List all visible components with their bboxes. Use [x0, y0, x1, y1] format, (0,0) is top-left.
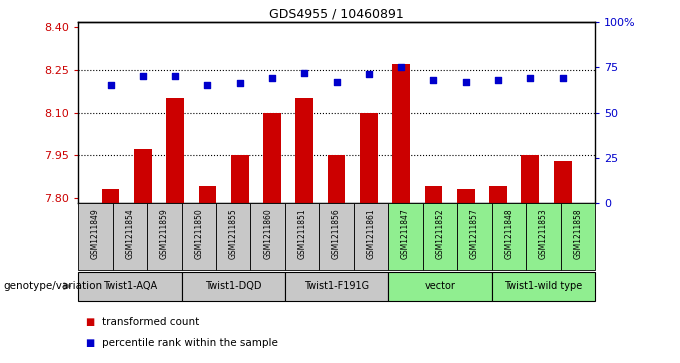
Text: Twist1-DQD: Twist1-DQD — [205, 281, 262, 291]
Point — [525, 75, 536, 81]
Point — [492, 77, 503, 83]
Bar — [263, 113, 281, 203]
Bar — [199, 186, 216, 203]
Point — [331, 79, 342, 85]
Bar — [457, 203, 492, 270]
Bar — [492, 272, 595, 301]
Text: GSM1211859: GSM1211859 — [160, 208, 169, 259]
Bar — [182, 203, 216, 270]
Point — [235, 81, 245, 86]
Point — [557, 75, 568, 81]
Text: GSM1211851: GSM1211851 — [298, 208, 307, 258]
Bar — [522, 155, 539, 203]
Point — [299, 70, 310, 76]
Text: vector: vector — [424, 281, 456, 291]
Text: genotype/variation: genotype/variation — [3, 281, 103, 291]
Text: GSM1211856: GSM1211856 — [332, 208, 341, 259]
Text: GSM1211852: GSM1211852 — [435, 208, 445, 258]
Bar — [102, 189, 120, 203]
Bar — [320, 203, 354, 270]
Point — [105, 82, 116, 88]
Bar — [167, 98, 184, 203]
Point — [363, 72, 374, 77]
Bar — [147, 203, 182, 270]
Text: GSM1211860: GSM1211860 — [263, 208, 272, 259]
Bar — [295, 98, 313, 203]
Text: Twist1-wild type: Twist1-wild type — [504, 281, 583, 291]
Text: GSM1211853: GSM1211853 — [539, 208, 548, 259]
Bar — [492, 203, 526, 270]
Bar — [392, 64, 410, 203]
Point — [267, 75, 277, 81]
Bar — [423, 203, 457, 270]
Text: GSM1211849: GSM1211849 — [91, 208, 100, 259]
Bar — [424, 186, 443, 203]
Text: percentile rank within the sample: percentile rank within the sample — [102, 338, 278, 348]
Bar — [285, 272, 388, 301]
Text: ■: ■ — [85, 338, 95, 348]
Text: Twist1-F191G: Twist1-F191G — [304, 281, 369, 291]
Bar — [457, 189, 475, 203]
Bar — [182, 272, 285, 301]
Text: ■: ■ — [85, 317, 95, 327]
Point — [137, 73, 148, 79]
Point — [428, 77, 439, 83]
Bar — [554, 161, 571, 203]
Point — [460, 79, 471, 85]
Bar — [360, 113, 378, 203]
Point — [396, 64, 407, 70]
Bar — [526, 203, 560, 270]
Title: GDS4955 / 10460891: GDS4955 / 10460891 — [269, 8, 404, 21]
Text: GSM1211858: GSM1211858 — [573, 208, 582, 258]
Text: GSM1211857: GSM1211857 — [470, 208, 479, 259]
Bar — [231, 155, 249, 203]
Bar — [285, 203, 320, 270]
Point — [170, 73, 181, 79]
Bar — [560, 203, 595, 270]
Bar — [354, 203, 388, 270]
Text: GSM1211848: GSM1211848 — [505, 208, 513, 258]
Text: GSM1211854: GSM1211854 — [125, 208, 135, 259]
Text: GSM1211850: GSM1211850 — [194, 208, 203, 259]
Bar — [216, 203, 250, 270]
Bar — [250, 203, 285, 270]
Text: GSM1211847: GSM1211847 — [401, 208, 410, 259]
Bar — [388, 203, 423, 270]
Bar — [134, 150, 152, 203]
Bar — [388, 272, 492, 301]
Bar — [113, 203, 147, 270]
Text: GSM1211855: GSM1211855 — [228, 208, 238, 259]
Text: Twist1-AQA: Twist1-AQA — [103, 281, 157, 291]
Text: transformed count: transformed count — [102, 317, 199, 327]
Bar — [328, 155, 345, 203]
Bar — [78, 272, 182, 301]
Point — [202, 82, 213, 88]
Bar — [489, 186, 507, 203]
Text: GSM1211861: GSM1211861 — [367, 208, 375, 258]
Bar — [78, 203, 113, 270]
